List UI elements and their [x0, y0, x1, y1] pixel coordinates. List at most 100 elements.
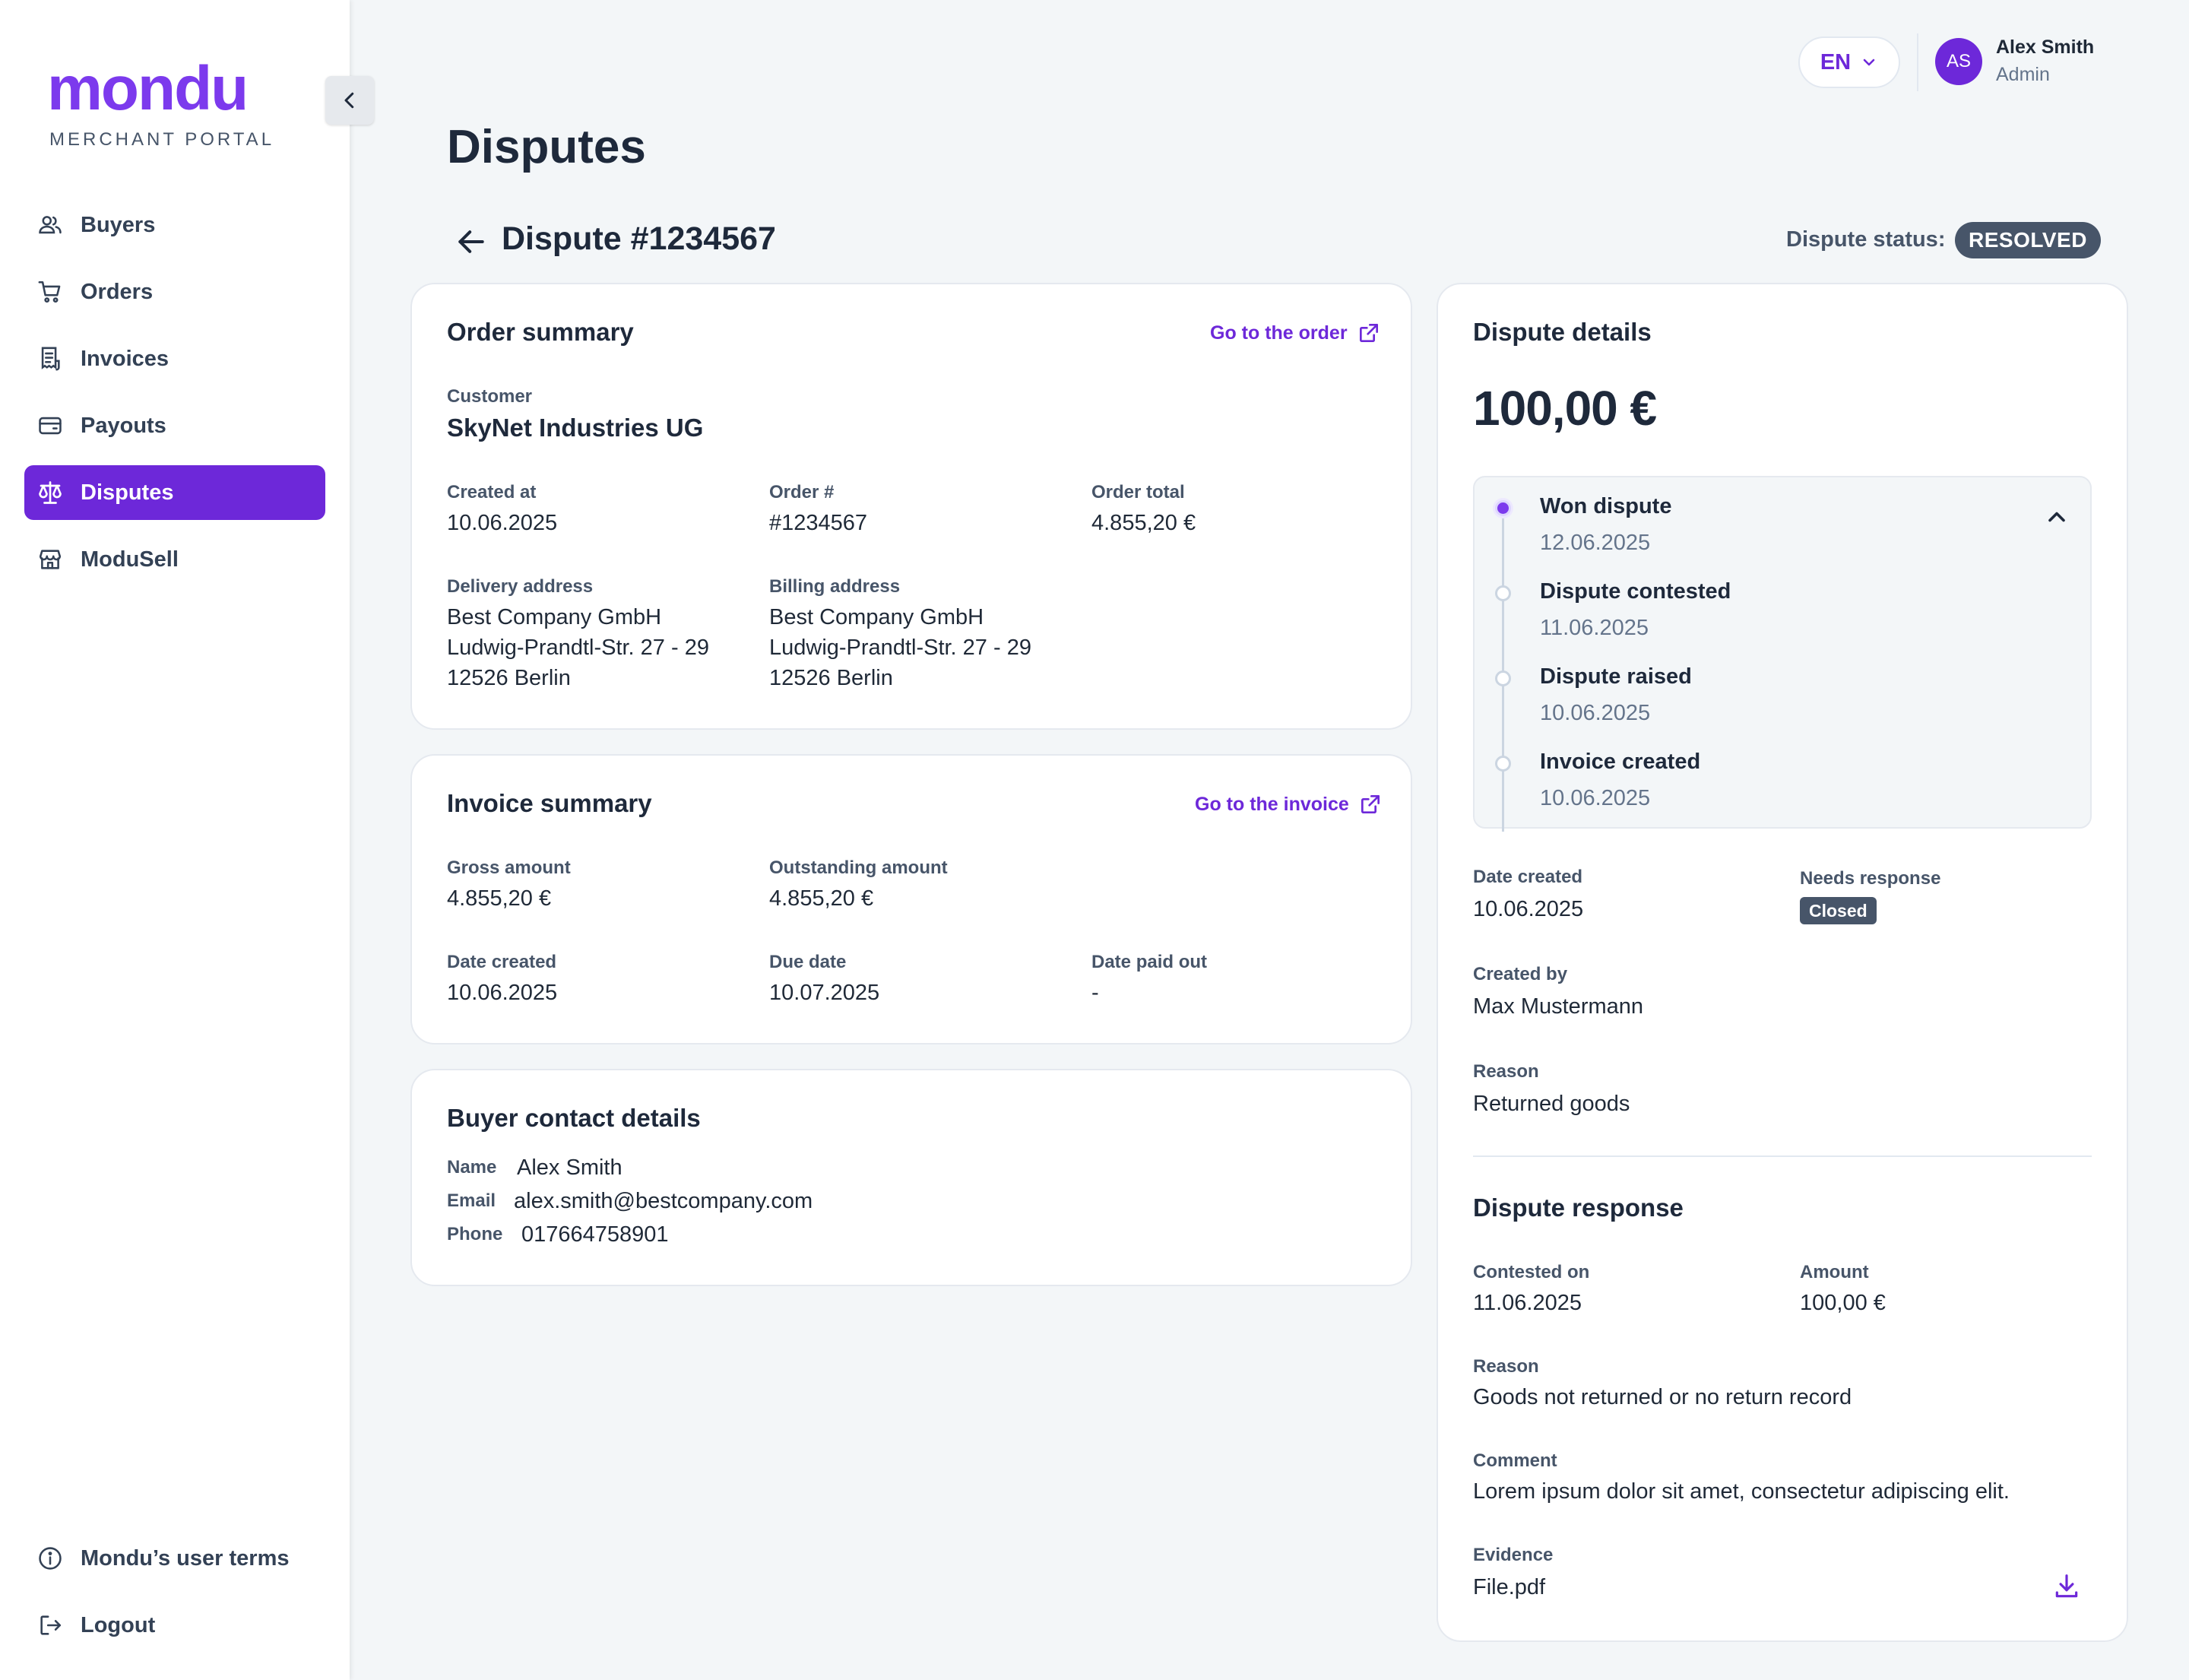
section-divider [1473, 1155, 2092, 1157]
outstanding-amount-value: 4.855,20 € [769, 886, 874, 911]
chevron-up-icon[interactable] [2043, 503, 2070, 531]
due-date-label: Due date [769, 952, 847, 972]
sidebar-item-orders[interactable]: Orders [24, 265, 325, 319]
contact-name-label: Name [447, 1157, 497, 1178]
dispute-title: Dispute #1234567 [502, 220, 776, 257]
dispute-reason-value: Returned goods [1473, 1092, 1630, 1116]
dispute-date-created-label: Date created [1473, 867, 1583, 887]
timeline-event-date: 12.06.2025 [1540, 531, 1651, 555]
date-paid-out-label: Date paid out [1091, 952, 1208, 972]
sidebar-item-user-terms[interactable]: Mondu’s user terms [24, 1531, 325, 1586]
timeline-event-title: Invoice created [1540, 750, 1701, 774]
sidebar-item-logout[interactable]: Logout [24, 1598, 325, 1653]
dispute-date-created-value: 10.06.2025 [1473, 897, 1584, 921]
contact-email-label: Email [447, 1190, 496, 1211]
billing-address-label: Billing address [769, 576, 901, 597]
timeline-dot [1495, 756, 1511, 772]
user-role: Admin [1996, 64, 2050, 85]
buyer-contact-title: Buyer contact details [447, 1104, 701, 1132]
dispute-timeline: Won dispute 12.06.2025 Dispute contested… [1473, 476, 2092, 832]
chevron-left-icon [344, 92, 354, 109]
outstanding-amount-label: Outstanding amount [769, 857, 948, 878]
order-number-value: #1234567 [769, 511, 868, 535]
billing-address-line: Ludwig-Prandtl-Str. 27 - 29 [769, 636, 1031, 660]
contested-on-value: 11.06.2025 [1473, 1291, 1582, 1315]
back-arrow-icon[interactable] [455, 225, 488, 258]
dispute-reason-label: Reason [1473, 1061, 1539, 1082]
delivery-address-line: 12526 Berlin [447, 666, 571, 690]
delivery-address-line: Ludwig-Prandtl-Str. 27 - 29 [447, 636, 709, 660]
page-title: Disputes [447, 121, 646, 173]
delivery-address-line: Best Company GmbH [447, 605, 662, 629]
logout-icon [36, 1612, 64, 1639]
evidence-file[interactable]: File.pdf [1473, 1575, 1546, 1599]
contested-on-label: Contested on [1473, 1262, 1590, 1282]
sidebar-footer: Mondu’s user terms Logout [24, 1533, 325, 1665]
logo-wordmark: mondu [47, 54, 249, 123]
created-by-value: Max Mustermann [1473, 994, 1644, 1019]
language-selector[interactable]: EN [1798, 36, 1900, 88]
timeline-event-date: 10.06.2025 [1540, 701, 1651, 725]
sidebar-item-mondusell[interactable]: ModuSell [24, 532, 325, 587]
sidebar-item-label: Logout [81, 1612, 156, 1637]
invoice-summary-title: Invoice summary [447, 789, 652, 817]
sidebar-item-label: Payouts [81, 413, 166, 438]
logo-subtitle: MERCHANT PORTAL [49, 129, 275, 150]
go-to-order-link[interactable]: Go to the order [1210, 321, 1381, 345]
order-total-value: 4.855,20 € [1091, 511, 1196, 535]
date-paid-out-value: - [1091, 981, 1099, 1005]
dispute-details-title: Dispute details [1473, 318, 1652, 346]
comment-label: Comment [1473, 1450, 1557, 1471]
needs-response-badge: Closed [1800, 897, 1877, 924]
sidebar-item-label: ModuSell [81, 547, 179, 572]
contact-phone-label: Phone [447, 1224, 503, 1244]
timeline-event-title: Dispute contested [1540, 579, 1731, 604]
avatar[interactable]: AS [1935, 38, 1982, 85]
user-name[interactable]: Alex Smith [1996, 36, 2095, 58]
due-date-value: 10.07.2025 [769, 981, 880, 1005]
timeline-event-date: 10.06.2025 [1540, 786, 1651, 810]
go-to-invoice-link[interactable]: Go to the invoice [1195, 792, 1383, 816]
download-icon[interactable] [2052, 1572, 2081, 1601]
evidence-label: Evidence [1473, 1545, 1554, 1565]
receipt-icon [36, 345, 64, 372]
sidebar-collapse-button[interactable] [325, 76, 374, 125]
invoice-date-created-label: Date created [447, 952, 557, 972]
customer-name: SkyNet Industries UG [447, 414, 704, 442]
invoice-summary-card [410, 754, 1412, 1044]
contact-name-value: Alex Smith [517, 1155, 622, 1180]
logo[interactable]: mondu MERCHANT PORTAL [47, 58, 274, 151]
timeline-event-title: Dispute raised [1540, 664, 1692, 689]
sidebar-nav: Buyers Orders Invoices Payouts Disputes [24, 198, 325, 599]
scales-icon [36, 479, 64, 506]
sidebar-item-invoices[interactable]: Invoices [24, 331, 325, 386]
dispute-status-label: Dispute status: [1786, 227, 1946, 252]
external-link-icon [1361, 795, 1380, 813]
sidebar-item-label: Buyers [81, 212, 156, 237]
gross-amount-value: 4.855,20 € [447, 886, 552, 911]
timeline-line [1502, 508, 1504, 832]
gross-amount-label: Gross amount [447, 857, 571, 878]
comment-value: Lorem ipsum dolor sit amet, consectetur … [1473, 1479, 2010, 1504]
cart-icon [36, 278, 64, 306]
info-icon [36, 1545, 64, 1572]
customer-label: Customer [447, 386, 533, 407]
billing-address-line: 12526 Berlin [769, 666, 893, 690]
sidebar-item-buyers[interactable]: Buyers [24, 198, 325, 252]
contact-email-value[interactable]: alex.smith@bestcompany.com [514, 1189, 813, 1213]
timeline-event-date: 11.06.2025 [1540, 616, 1649, 640]
order-summary-title: Order summary [447, 318, 634, 346]
buyer-contact-card [410, 1069, 1412, 1286]
contact-phone-value[interactable]: 017664758901 [521, 1222, 669, 1247]
order-summary-card [410, 283, 1412, 730]
sidebar-item-disputes[interactable]: Disputes [24, 465, 325, 520]
go-to-order-label: Go to the order [1210, 322, 1348, 344]
needs-response-label: Needs response [1800, 868, 1941, 889]
sidebar: mondu MERCHANT PORTAL Buyers Orders Invo… [0, 0, 350, 1680]
created-at-label: Created at [447, 482, 537, 502]
users-icon [36, 211, 64, 239]
sidebar-item-payouts[interactable]: Payouts [24, 398, 325, 453]
order-total-label: Order total [1091, 482, 1185, 502]
sidebar-item-label: Disputes [81, 480, 174, 505]
wallet-icon [36, 412, 64, 439]
